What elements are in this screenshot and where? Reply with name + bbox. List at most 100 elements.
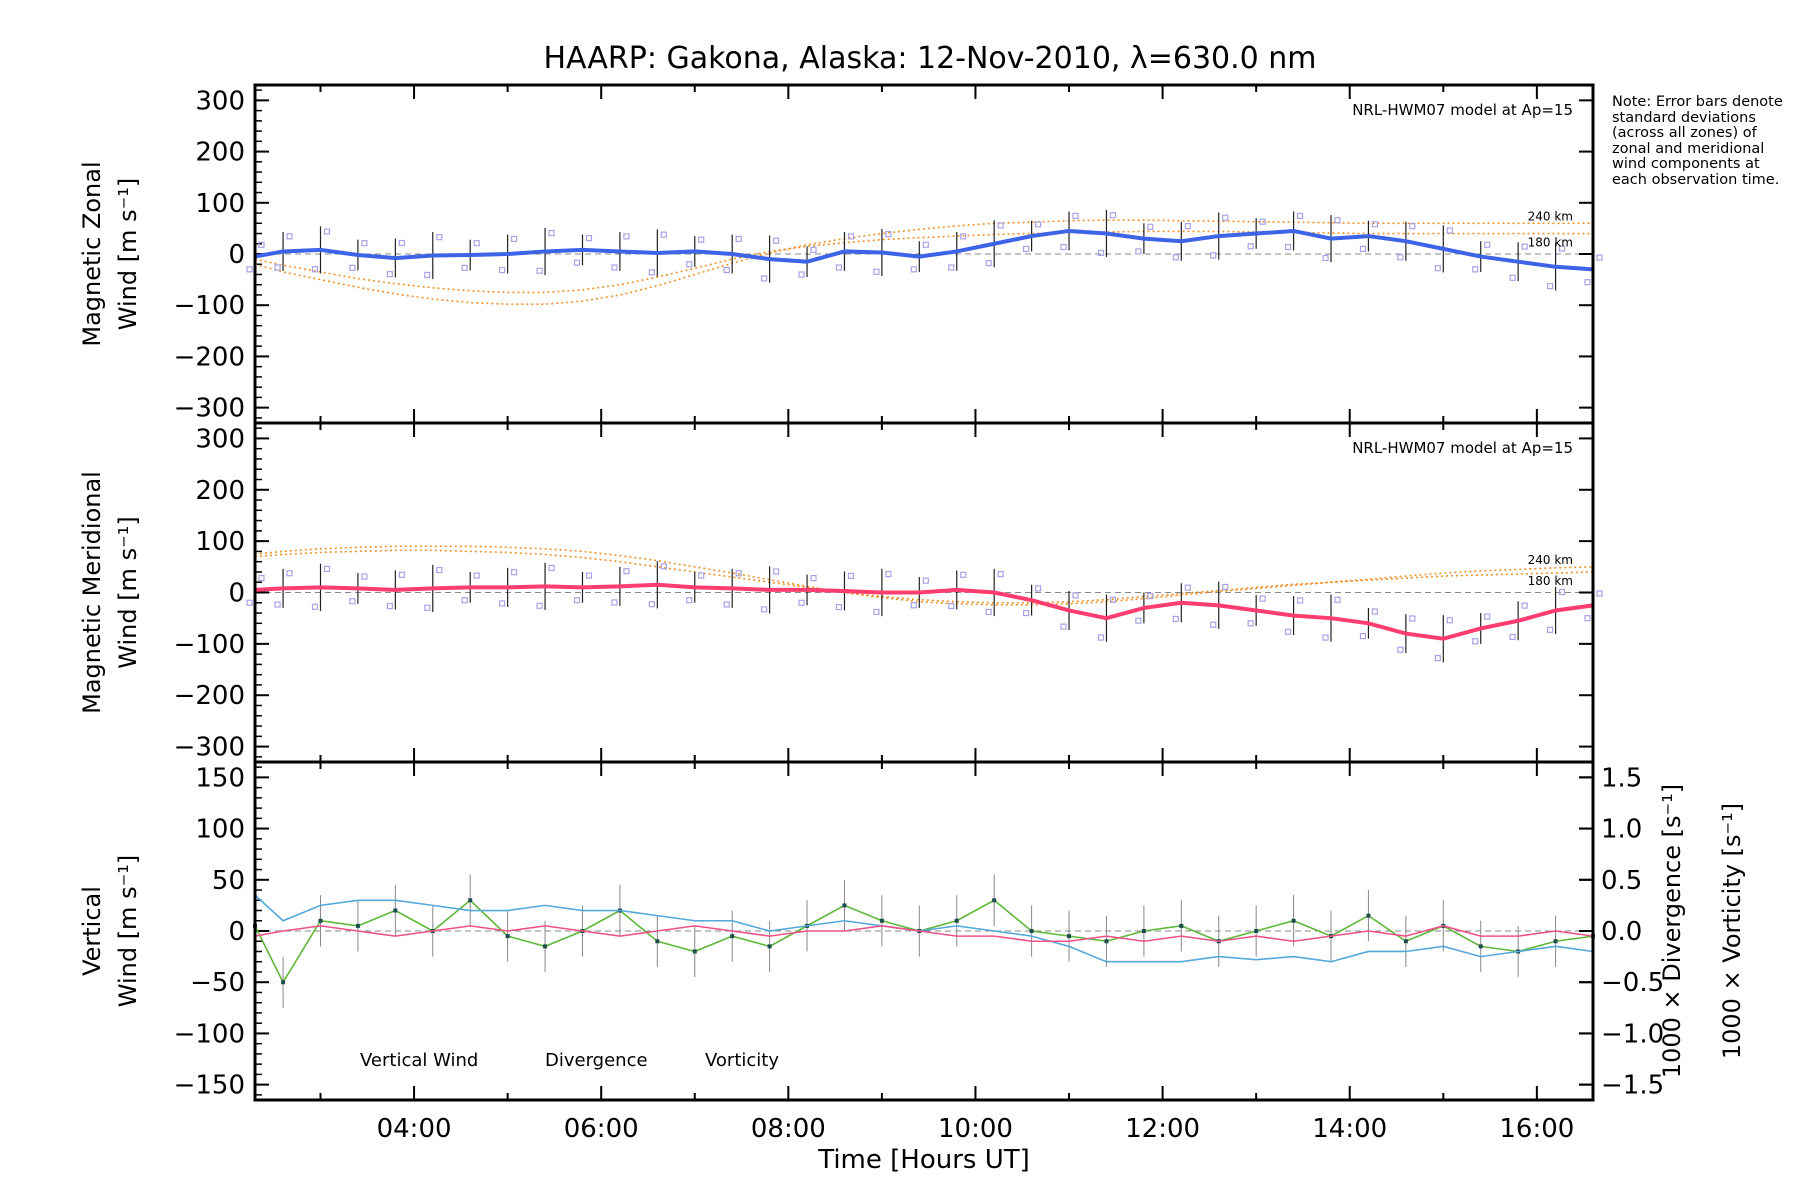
y-axis-label: Wind [m s⁻¹] <box>114 178 142 330</box>
data-point <box>692 949 697 954</box>
scatter-point <box>1060 243 1067 251</box>
data-point <box>730 934 735 939</box>
scatter-point <box>1484 241 1491 248</box>
scatter-point <box>611 599 618 606</box>
scatter-point <box>436 566 443 574</box>
scatter-point <box>761 275 768 282</box>
y-tick-label: −300 <box>174 733 245 763</box>
scatter-point <box>948 602 955 610</box>
scatter-point <box>922 241 929 248</box>
scatter-point <box>398 239 405 247</box>
y2-axis-label-vorticity: 1000 × Vorticity [s⁻¹] <box>1718 803 1746 1059</box>
scatter-point <box>1147 223 1154 230</box>
series-line <box>254 925 1594 943</box>
legend-divergence: Divergence <box>545 1050 648 1071</box>
y-tick-label: −100 <box>174 630 245 660</box>
x-tick-label: 06:00 <box>564 1114 639 1144</box>
scatter-point <box>1397 646 1404 653</box>
scatter-point <box>735 235 742 243</box>
y-axis-label: Magnetic Zonal <box>78 161 106 346</box>
model-height-label: 180 km <box>1528 574 1573 588</box>
scatter-point <box>1434 265 1441 272</box>
scatter-point <box>585 572 593 579</box>
data-point <box>393 908 398 913</box>
scatter-point <box>536 602 543 609</box>
model-curve <box>254 549 1594 604</box>
scatter-point <box>948 264 955 271</box>
scatter-point <box>1247 620 1254 627</box>
scatter-point <box>1558 588 1566 596</box>
scatter-point <box>258 575 265 582</box>
y-tick-label: 300 <box>195 424 245 454</box>
y2-tick-label: 1.0 <box>1601 815 1642 845</box>
scatter-point <box>648 269 655 276</box>
y2-tick-label: −0.5 <box>1601 968 1664 998</box>
scatter-point <box>1472 266 1479 273</box>
scatter-point <box>1509 633 1516 640</box>
y-tick-label: −200 <box>174 681 245 711</box>
scatter-point <box>723 266 730 274</box>
scatter-point <box>611 264 618 271</box>
scatter-point <box>1558 245 1566 252</box>
scatter-point <box>1060 623 1067 630</box>
scatter-point <box>1035 221 1042 228</box>
series-line <box>254 582 1594 641</box>
x-axis-label: Time [Hours UT] <box>817 1145 1030 1175</box>
scatter-point <box>1584 615 1591 622</box>
scatter-point <box>686 597 693 604</box>
scatter-point <box>1584 279 1591 286</box>
model-curve <box>254 219 1593 305</box>
scatter-point <box>573 259 581 266</box>
x-tick-label: 08:00 <box>751 1114 826 1144</box>
scatter-point <box>258 241 265 248</box>
legend-vorticity: Vorticity <box>705 1050 779 1071</box>
scatter-point <box>1371 608 1379 615</box>
scatter-point <box>660 231 667 238</box>
scatter-point <box>1135 617 1142 624</box>
data-point <box>1366 913 1371 918</box>
scatter-point <box>286 233 293 240</box>
model-annotation: NRL-HWM07 model at Ap=15 <box>1352 101 1573 119</box>
error-bar-note: Note: Error bars denote standard deviati… <box>1612 94 1783 188</box>
scatter-point <box>761 606 768 613</box>
data-point <box>1254 929 1259 933</box>
x-tick-label: 10:00 <box>938 1114 1013 1144</box>
data-point <box>1029 929 1034 933</box>
data-point <box>842 903 847 908</box>
scatter-point <box>985 608 992 616</box>
y-tick-label: 100 <box>195 189 245 219</box>
x-tick-label: 12:00 <box>1125 1114 1200 1144</box>
x-tick-label: 16:00 <box>1499 1114 1574 1144</box>
data-point <box>318 918 323 923</box>
y-tick-label: −200 <box>174 342 245 372</box>
scatter-point <box>1109 596 1117 603</box>
scatter-point <box>1434 655 1441 662</box>
data-point <box>767 944 772 949</box>
scatter-point <box>810 246 817 253</box>
y-axis-label: Wind [m s⁻¹] <box>114 516 142 668</box>
y-tick-label: −150 <box>174 1071 245 1101</box>
scatter-point <box>1259 218 1266 225</box>
y2-tick-label: −1.5 <box>1601 1071 1664 1101</box>
scatter-point <box>499 600 506 607</box>
scatter-point <box>1109 212 1117 219</box>
scatter-point <box>1023 245 1030 252</box>
scatter-point <box>773 568 780 575</box>
scatter-point <box>1296 212 1304 219</box>
data-point <box>1553 939 1558 944</box>
data-point <box>355 923 360 928</box>
scatter-point <box>1521 602 1528 609</box>
scatter-point <box>960 571 967 578</box>
scatter-point <box>473 572 480 579</box>
scatter-point <box>997 570 1004 578</box>
scatter-point <box>1259 595 1266 602</box>
scatter-point <box>873 608 880 616</box>
scatter-point <box>985 260 992 267</box>
scatter-point <box>1184 223 1191 230</box>
scatter-point <box>548 229 555 237</box>
scatter-point <box>386 271 393 278</box>
scatter-point <box>386 602 393 610</box>
scatter-point <box>1509 274 1516 281</box>
scatter-point <box>286 570 293 577</box>
